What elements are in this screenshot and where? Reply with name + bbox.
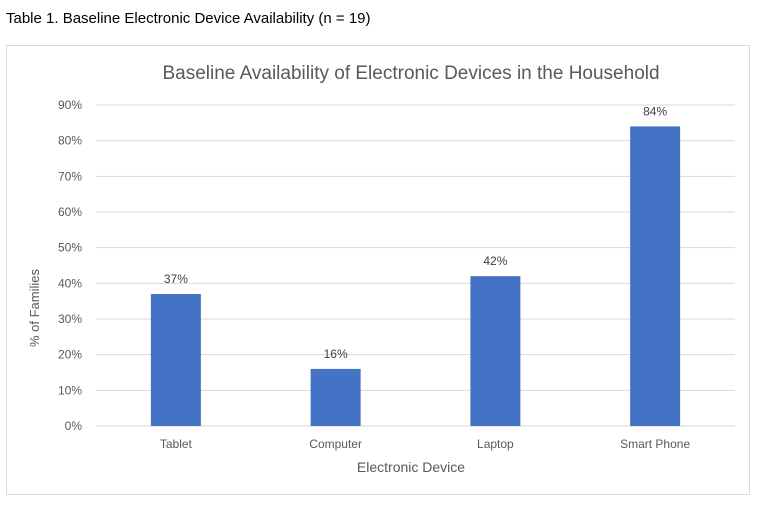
- y-tick-label: 10%: [58, 383, 82, 397]
- y-tick-label: 60%: [58, 205, 82, 219]
- bar-chart: Baseline Availability of Electronic Devi…: [27, 63, 735, 475]
- bar-value-label: 84%: [643, 104, 667, 118]
- table-caption: Table 1. Baseline Electronic Device Avai…: [6, 10, 371, 27]
- y-tick-label: 30%: [58, 312, 82, 326]
- chart-title: Baseline Availability of Electronic Devi…: [162, 63, 659, 84]
- x-tick-label: Tablet: [160, 437, 193, 451]
- bar-laptop: [470, 276, 521, 426]
- bar-value-label: 42%: [483, 254, 507, 268]
- bar-smart-phone: [630, 126, 681, 427]
- y-axis-ticks: 0% 10% 20% 30% 40% 50% 60% 70% 80% 90%: [58, 98, 82, 433]
- y-tick-label: 90%: [58, 98, 82, 112]
- y-tick-label: 0%: [65, 419, 83, 433]
- x-tick-label: Laptop: [477, 437, 514, 451]
- chart-container: Baseline Availability of Electronic Devi…: [6, 45, 750, 495]
- y-tick-label: 40%: [58, 276, 82, 290]
- y-axis-title: % of Families: [27, 268, 42, 347]
- x-axis-title: Electronic Device: [357, 459, 465, 475]
- bar-value-label: 16%: [324, 347, 348, 361]
- y-tick-label: 20%: [58, 348, 82, 362]
- x-axis-ticks: Tablet Computer Laptop Smart Phone: [160, 437, 691, 451]
- x-tick-label: Smart Phone: [620, 437, 690, 451]
- bar-value-label: 37%: [164, 272, 188, 286]
- bar-computer: [310, 368, 361, 426]
- y-tick-label: 50%: [58, 241, 82, 255]
- x-tick-label: Computer: [309, 437, 362, 451]
- bars: 37% 16% 42% 84%: [150, 104, 681, 427]
- y-tick-label: 70%: [58, 169, 82, 183]
- bar-tablet: [150, 294, 201, 426]
- gridlines: [96, 104, 735, 427]
- y-tick-label: 80%: [58, 134, 82, 148]
